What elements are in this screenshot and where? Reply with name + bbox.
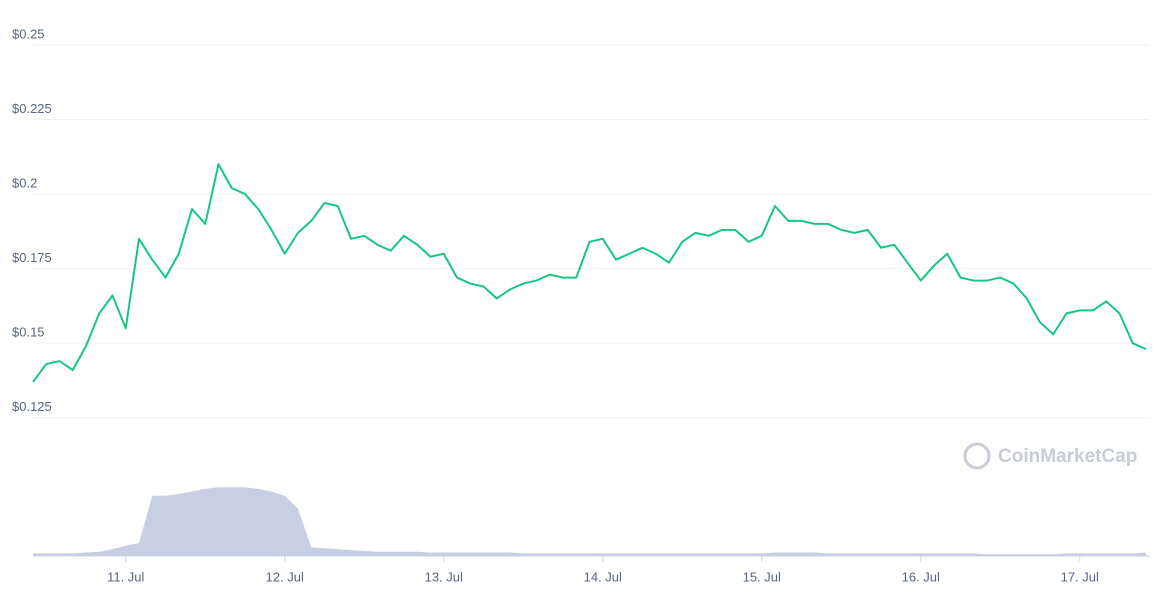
- x-tick-label: 14. Jul: [584, 569, 622, 584]
- x-tick-label: 17. Jul: [1061, 569, 1099, 584]
- x-tick-label: 15. Jul: [743, 569, 781, 584]
- watermark: CoinMarketCap: [963, 442, 1137, 470]
- x-tick-label: 13. Jul: [425, 569, 463, 584]
- price-line: [32, 163, 1147, 383]
- x-tick-label: 16. Jul: [902, 569, 940, 584]
- x-tick-label: 12. Jul: [266, 569, 304, 584]
- y-tick-label: $0.225: [12, 101, 52, 116]
- plot: $0.125 $0.15 $0.175 $0.2 $0.225 $0.25 11. Jul 1…: [12, 26, 1150, 584]
- y-tick-label: $0.15: [12, 325, 45, 340]
- y-tick-label: $0.175: [12, 250, 52, 265]
- y-tick-label: $0.25: [12, 26, 45, 41]
- watermark-text: CoinMarketCap: [998, 446, 1137, 467]
- x-tick-label: 11. Jul: [107, 569, 144, 584]
- volume-area: [33, 487, 1146, 556]
- y-tick-label: $0.2: [12, 176, 37, 191]
- y-tick-label: $0.125: [12, 399, 52, 414]
- watermark-logo: [963, 442, 991, 470]
